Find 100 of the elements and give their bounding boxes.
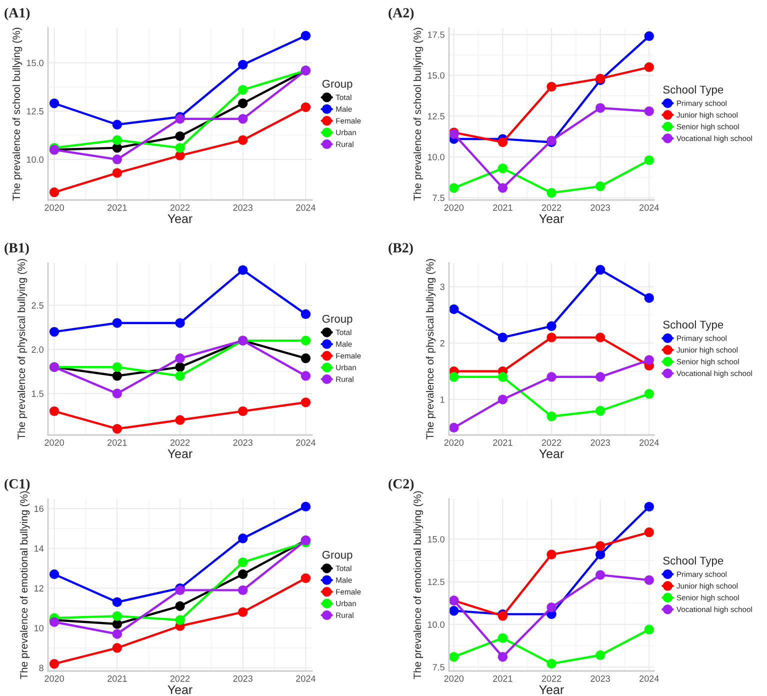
chart-title: (A1) [4,8,30,20]
y-tick-label: 10.0 [428,621,444,628]
y-tick-label: 10.0 [428,154,444,160]
point [595,332,606,342]
point [644,388,654,399]
point [595,264,606,275]
point [175,353,185,364]
point [644,155,654,166]
x-tick-label: 2021 [493,439,512,446]
y-tick-label: 2 [440,340,444,346]
point [498,163,508,174]
point [644,575,654,585]
point [238,569,248,580]
x-tick-label: 2020 [444,675,464,682]
legend-title: School Type [663,556,724,567]
point [238,585,248,596]
point [300,371,311,381]
x-tick-label: 2023 [590,439,610,446]
y-tick-label: 8 [39,664,44,672]
y-tick-label: 2.5 [32,302,44,309]
point [49,569,60,580]
point [498,652,508,662]
point [595,372,606,382]
y-tick-label: 17.5 [428,32,444,38]
chart-title: (C2) [388,478,414,492]
point [498,137,508,148]
point [49,658,60,669]
y-axis-title: The prevalence of physical bullying (%) [426,259,436,440]
x-tick-label: 2024 [640,439,659,446]
point [175,362,185,372]
x-tick-label: 2020 [444,439,464,446]
point [112,388,122,398]
point [546,602,556,612]
point [546,332,556,342]
point [175,601,185,611]
legend-title: Group [322,550,352,561]
x-tick-label: 2023 [590,204,610,211]
point [449,606,459,616]
y-tick-label: 3 [440,284,444,290]
y-tick-label: 12.5 [428,578,444,586]
x-tick-label: 2022 [170,675,190,682]
point [238,84,248,95]
point [546,321,556,332]
legend-title: School Type [663,320,724,331]
point [238,265,248,275]
x-tick-label: 2023 [233,204,253,211]
point [49,326,60,337]
x-tick-label: 2020 [44,204,64,211]
y-tick-label: 15.0 [428,536,444,542]
point [644,62,654,72]
point [449,183,459,193]
x-tick-label: 2023 [590,675,610,682]
y-tick-label: 7.5 [432,194,444,202]
point [300,502,311,512]
point [595,181,606,192]
x-tick-label: 2023 [233,675,253,682]
point [595,406,606,416]
point [644,527,654,538]
point [595,650,606,660]
x-axis-title: Year [539,449,564,458]
y-axis-title: The prevalence of school bullying (%) [12,28,22,201]
point [112,154,122,164]
point [644,624,654,634]
point [644,355,654,365]
x-tick-label: 2021 [493,204,512,211]
point [498,372,508,382]
chart-title: (B2) [388,242,413,256]
legend-title: School Type [663,85,724,96]
point [595,541,606,551]
x-axis-title: Year [539,214,564,224]
point [238,60,248,70]
y-tick-label: 7.5 [432,664,444,670]
point [238,406,248,416]
point [449,372,459,382]
x-axis-title: Year [168,214,192,224]
x-tick-label: 2020 [44,675,64,682]
y-axis-title: The prevalence of physical bullying (%) [17,259,28,440]
x-tick-label: 2022 [542,439,562,446]
point [300,336,311,346]
x-axis-title: Year [168,449,192,458]
point [112,619,122,629]
point [644,106,654,116]
y-tick-label: 16 [34,506,44,512]
y-tick-label: 12.5 [26,108,44,114]
point [49,187,60,198]
point [546,372,556,382]
x-tick-label: 2024 [640,675,659,682]
x-tick-label: 2022 [542,204,562,211]
point [449,652,459,662]
point [49,406,60,416]
x-tick-label: 2021 [108,439,127,446]
point [238,534,248,544]
y-axis-title: The prevalence of emotional bullying (%) [20,491,30,680]
y-axis-title: The prevalence of school bullying (%) [413,28,424,201]
point [112,120,122,130]
point [112,424,122,434]
chart-title: (A2) [388,8,414,20]
point [238,607,248,617]
point [546,188,556,198]
x-tick-label: 2024 [296,675,316,682]
